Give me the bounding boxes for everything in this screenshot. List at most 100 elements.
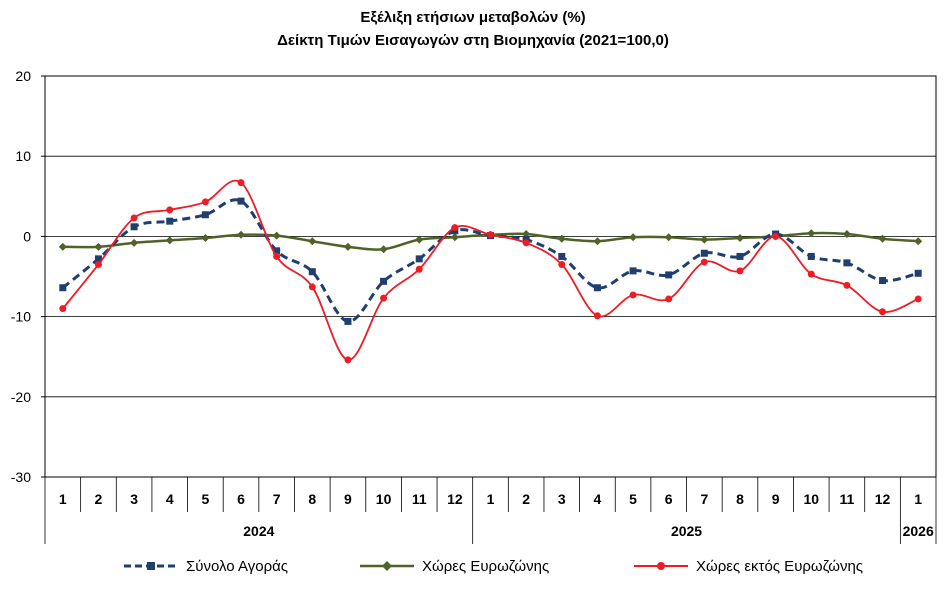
x-tick-label: 4 [594, 491, 602, 507]
data-point-eurozone [557, 234, 566, 243]
data-point-non-eurozone [665, 295, 673, 303]
data-point-total-market [130, 223, 138, 231]
data-point-total-market [807, 252, 815, 260]
data-point-eurozone [700, 235, 709, 244]
data-point-non-eurozone [308, 283, 316, 291]
data-point-eurozone [450, 233, 459, 242]
x-tick-label: 5 [629, 491, 637, 507]
legend-label-total-market: Σύνολο Αγοράς [186, 557, 288, 575]
data-point-total-market [415, 255, 423, 263]
data-point-eurozone [379, 245, 388, 254]
data-point-non-eurozone [772, 232, 780, 240]
data-point-eurozone [735, 234, 744, 243]
data-point-total-market [843, 259, 851, 267]
data-point-eurozone [415, 235, 424, 244]
x-tick-label: 12 [447, 491, 463, 507]
data-point-non-eurozone [736, 267, 744, 275]
data-point-non-eurozone [451, 224, 459, 232]
y-tick-label: 20 [15, 68, 31, 84]
data-point-total-market [308, 268, 316, 276]
data-point-total-market [201, 211, 209, 219]
legend-swatch-eurozone [360, 561, 414, 571]
legend-item-total-market: Σύνολο Αγοράς [122, 554, 288, 578]
x-tick-label: 2 [522, 491, 530, 507]
data-point-non-eurozone [380, 294, 388, 302]
data-point-total-market [558, 252, 566, 260]
data-point-total-market [380, 277, 388, 285]
data-point-non-eurozone [558, 260, 566, 268]
x-tick-label: 12 [875, 491, 891, 507]
x-tick-label: 6 [665, 491, 673, 507]
data-point-eurozone [664, 233, 673, 242]
data-point-non-eurozone [130, 214, 138, 222]
data-point-eurozone [308, 237, 317, 246]
legend-item-non-eurozone: Χώρες εκτός Ευρωζώνης [632, 554, 863, 578]
x-tick-label: 8 [736, 491, 744, 507]
data-point-eurozone [593, 237, 602, 246]
data-point-total-market [237, 197, 245, 205]
x-tick-label: 4 [166, 491, 174, 507]
data-point-total-market [736, 252, 744, 260]
data-point-non-eurozone [807, 270, 815, 278]
x-tick-label: 7 [273, 491, 281, 507]
y-tick-label: -10 [11, 309, 31, 325]
y-tick-label: 10 [15, 148, 31, 164]
data-point-total-market [665, 271, 673, 279]
year-group-label: 2024 [243, 523, 274, 539]
data-point-eurozone [629, 233, 638, 242]
data-point-non-eurozone [593, 312, 601, 320]
legend-label-eurozone: Χώρες Ευρωζώνης [422, 557, 550, 575]
x-tick-label: 6 [237, 491, 245, 507]
data-point-eurozone [201, 234, 210, 243]
year-group-label: 2026 [903, 523, 934, 539]
data-point-eurozone [878, 234, 887, 243]
x-tick-label: 11 [839, 491, 854, 507]
x-tick-label: 2 [95, 491, 103, 507]
data-point-non-eurozone [522, 239, 530, 247]
data-point-non-eurozone [59, 305, 67, 313]
x-tick-label: 5 [201, 491, 209, 507]
x-tick-label: 1 [59, 491, 67, 507]
series-line-non-eurozone [62, 179, 919, 361]
data-point-non-eurozone [700, 258, 708, 266]
series-line-total-market [61, 198, 919, 323]
data-point-non-eurozone [487, 231, 494, 239]
x-tick-label: 9 [344, 491, 352, 507]
data-point-total-market [914, 269, 922, 277]
data-point-eurozone [343, 242, 352, 251]
data-point-total-market [700, 249, 708, 257]
data-point-non-eurozone [273, 252, 281, 260]
data-point-non-eurozone [629, 291, 637, 299]
data-point-eurozone [130, 238, 139, 247]
data-point-total-market [59, 284, 67, 292]
data-point-non-eurozone [94, 260, 102, 268]
data-point-eurozone [165, 236, 174, 245]
data-point-total-market [344, 317, 352, 325]
data-point-eurozone [914, 237, 923, 246]
x-tick-label: 11 [412, 491, 427, 507]
x-tick-label: 9 [772, 491, 780, 507]
data-point-eurozone [94, 242, 103, 251]
chart-subtitle: Δείκτη Τιμών Εισαγωγών στη Βιομηχανία (2… [277, 32, 669, 49]
data-point-non-eurozone [344, 356, 352, 364]
data-point-total-market [629, 267, 637, 275]
chart-title: Εξέλιξη ετήσιων μεταβολών (%) [360, 9, 586, 26]
data-point-total-market [879, 277, 887, 285]
legend-swatch-non-eurozone [634, 562, 688, 570]
x-tick-label: 3 [558, 491, 566, 507]
data-point-eurozone [58, 242, 67, 251]
y-tick-label: -30 [11, 469, 31, 485]
legend-label-non-eurozone: Χώρες εκτός Ευρωζώνης [696, 557, 864, 575]
plot-area [44, 75, 937, 478]
x-tick-label: 1 [487, 491, 495, 507]
data-point-eurozone [842, 229, 851, 238]
data-point-eurozone [807, 229, 816, 238]
year-group-label: 2025 [671, 523, 702, 539]
x-tick-label: 8 [308, 491, 316, 507]
data-point-non-eurozone [415, 265, 423, 273]
data-point-non-eurozone [879, 308, 887, 316]
x-tick-label: 3 [130, 491, 138, 507]
data-point-non-eurozone [201, 198, 209, 206]
data-point-eurozone [272, 231, 281, 240]
